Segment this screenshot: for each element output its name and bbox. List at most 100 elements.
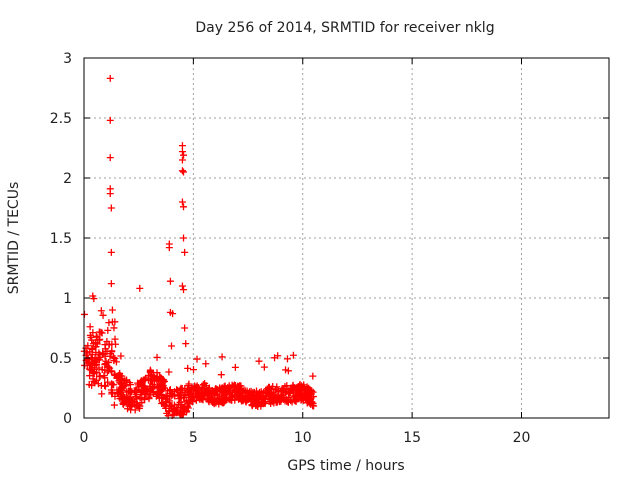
data-point bbox=[126, 381, 134, 389]
data-point bbox=[92, 343, 100, 351]
data-point bbox=[166, 277, 174, 285]
y-tick-label: 1.5 bbox=[50, 231, 72, 247]
data-point bbox=[134, 379, 142, 387]
data-point bbox=[95, 372, 103, 380]
data-point bbox=[106, 74, 114, 82]
data-point bbox=[215, 394, 223, 402]
data-point bbox=[119, 392, 127, 400]
data-point bbox=[205, 391, 213, 399]
data-point bbox=[128, 388, 136, 396]
data-point bbox=[92, 360, 100, 368]
y-tick-label: 2 bbox=[63, 171, 72, 187]
data-point bbox=[106, 190, 114, 198]
data-point bbox=[159, 378, 167, 386]
x-tick-label: 20 bbox=[513, 430, 531, 446]
data-point bbox=[137, 387, 145, 395]
data-point bbox=[124, 405, 132, 413]
data-point bbox=[99, 350, 107, 358]
data-point bbox=[242, 397, 250, 405]
data-point bbox=[178, 148, 186, 156]
y-tick-label: 0.5 bbox=[50, 351, 72, 367]
data-point bbox=[176, 411, 184, 419]
data-point bbox=[178, 167, 186, 175]
data-point bbox=[196, 393, 204, 401]
data-point bbox=[111, 372, 119, 380]
data-point bbox=[178, 282, 186, 290]
data-point bbox=[108, 390, 116, 398]
data-point bbox=[272, 386, 280, 394]
data-point bbox=[108, 306, 116, 314]
data-point bbox=[258, 392, 266, 400]
data-point bbox=[181, 324, 189, 332]
grid-lines bbox=[84, 58, 609, 418]
data-point bbox=[116, 370, 124, 378]
data-point bbox=[136, 394, 144, 402]
data-point bbox=[136, 284, 144, 292]
data-point bbox=[112, 340, 120, 348]
data-point bbox=[161, 395, 169, 403]
data-point bbox=[104, 326, 112, 334]
data-point bbox=[180, 286, 188, 294]
data-point bbox=[180, 234, 188, 242]
data-point bbox=[150, 372, 158, 380]
data-point bbox=[191, 390, 199, 398]
data-point bbox=[260, 363, 268, 371]
data-point bbox=[145, 395, 153, 403]
y-tick-label: 2.5 bbox=[50, 111, 72, 127]
data-point bbox=[178, 142, 186, 150]
axis-ticks bbox=[83, 57, 609, 419]
data-point bbox=[141, 390, 149, 398]
x-tick-label: 10 bbox=[294, 430, 312, 446]
data-point bbox=[165, 244, 173, 252]
data-point bbox=[265, 383, 273, 391]
data-point bbox=[180, 151, 188, 159]
data-point bbox=[168, 342, 175, 350]
data-point bbox=[108, 380, 116, 388]
data-point bbox=[101, 341, 109, 349]
data-point bbox=[137, 380, 145, 388]
data-point bbox=[182, 408, 190, 416]
data-point bbox=[89, 369, 97, 377]
data-point bbox=[192, 396, 200, 404]
data-point bbox=[271, 354, 279, 362]
data-point bbox=[181, 384, 189, 392]
data-point bbox=[118, 396, 126, 404]
data-point bbox=[282, 366, 290, 374]
data-point bbox=[89, 329, 97, 337]
data-point bbox=[144, 376, 152, 384]
data-point bbox=[283, 355, 291, 363]
data-point bbox=[110, 401, 118, 409]
data-point bbox=[184, 364, 192, 372]
data-point bbox=[210, 395, 218, 403]
data-point bbox=[203, 395, 211, 403]
data-point bbox=[155, 376, 163, 384]
data-point bbox=[136, 402, 144, 410]
data-point bbox=[106, 352, 114, 360]
y-tick-label: 1 bbox=[63, 291, 72, 307]
axis-tick-labels: 0 5 10 15 20 0 0.5 1 1.5 2 2.5 3 bbox=[50, 51, 531, 446]
data-point bbox=[158, 399, 166, 407]
data-point bbox=[181, 398, 189, 406]
data-point bbox=[95, 364, 103, 372]
data-point bbox=[106, 154, 114, 162]
data-point bbox=[180, 203, 188, 211]
data-point bbox=[210, 388, 218, 396]
data-point bbox=[284, 398, 292, 406]
data-point bbox=[85, 381, 93, 389]
y-tick-label: 3 bbox=[63, 51, 72, 67]
data-point bbox=[228, 392, 236, 400]
data-point bbox=[255, 399, 263, 407]
data-point bbox=[150, 377, 158, 385]
data-point bbox=[250, 393, 258, 401]
data-point bbox=[184, 404, 192, 412]
data-point bbox=[218, 353, 226, 361]
data-point bbox=[102, 360, 110, 368]
data-point bbox=[190, 366, 198, 374]
data-point bbox=[168, 390, 176, 398]
data-point bbox=[117, 352, 125, 360]
data-point bbox=[182, 340, 190, 348]
data-point bbox=[99, 311, 107, 319]
data-point bbox=[118, 383, 126, 391]
data-point bbox=[98, 329, 106, 337]
data-point bbox=[254, 396, 262, 404]
